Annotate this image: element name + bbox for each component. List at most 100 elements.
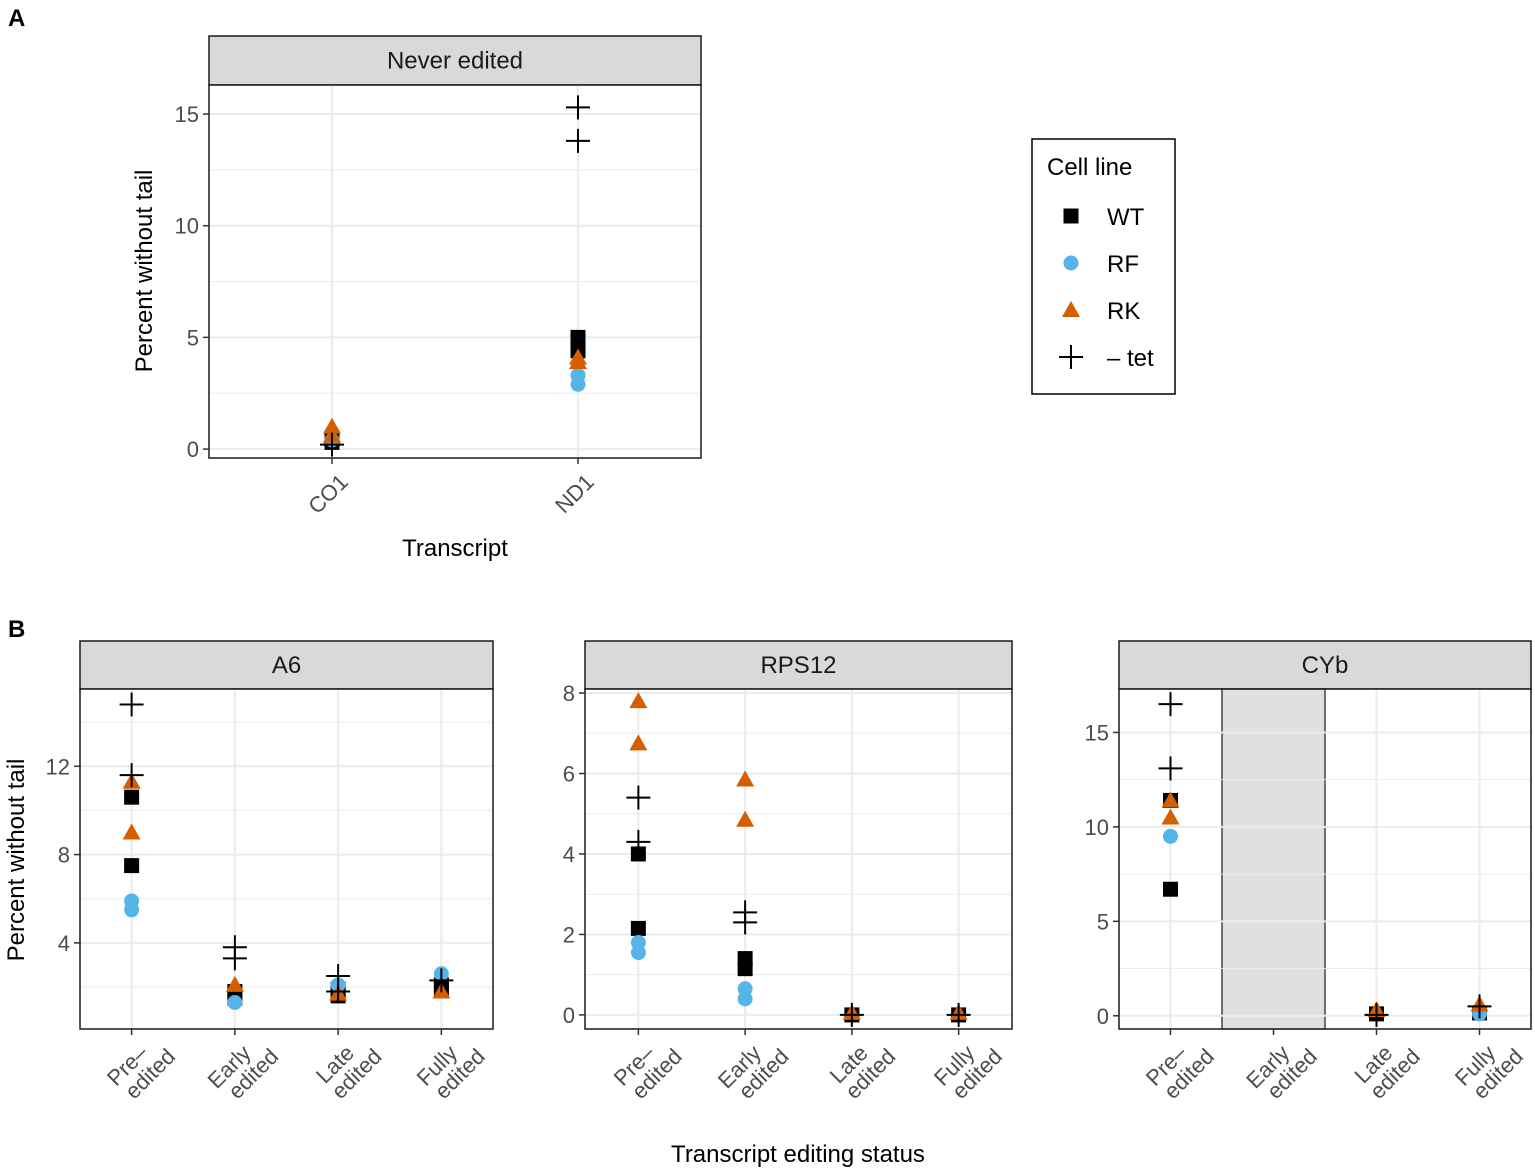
y-tick-label: 0 — [1097, 1004, 1109, 1029]
y-tick-label: 4 — [58, 931, 70, 956]
legend-label-tet: – tet — [1107, 345, 1154, 372]
x-tick-label: Fullyedited — [929, 1028, 1007, 1106]
point-rk — [736, 810, 755, 827]
point-rk — [569, 348, 587, 365]
y-tick-label: 10 — [1085, 815, 1109, 840]
panel-label-b: B — [8, 616, 25, 643]
legend: Cell line WT RF RK – tet — [1031, 138, 1176, 395]
point-rk — [1161, 808, 1180, 825]
point-tet — [626, 785, 651, 810]
facet-title: Never edited — [387, 48, 523, 75]
panel-border — [584, 688, 1013, 1030]
y-tick-label: 6 — [563, 761, 575, 786]
point-wt — [737, 961, 753, 977]
plot-area — [80, 689, 493, 1029]
point-rk — [122, 823, 141, 840]
point-tet — [326, 979, 351, 1004]
x-tick-label: Pre–edited — [609, 1028, 687, 1106]
point-wt — [124, 858, 140, 874]
x-axis-label-a: Transcript — [402, 535, 508, 562]
point-tet — [1364, 1002, 1389, 1027]
y-tick-label: 2 — [563, 922, 575, 947]
panel-label-a: A — [8, 5, 25, 32]
point-tet — [946, 1002, 971, 1027]
x-tick-label: CO1 — [303, 469, 353, 519]
point-rk — [225, 975, 244, 992]
y-tick-label: 8 — [58, 843, 70, 868]
x-tick-label: Pre–edited — [102, 1028, 180, 1106]
plot-area — [209, 85, 701, 458]
y-tick-label: 5 — [1097, 909, 1109, 934]
point-rf — [737, 991, 753, 1007]
point-rf — [124, 902, 140, 918]
x-tick-label: ND1 — [550, 469, 599, 518]
legend-key-tet — [1059, 345, 1083, 369]
point-rf — [630, 945, 646, 961]
facet-strip — [208, 35, 702, 86]
point-tet — [1158, 692, 1183, 717]
x-tick-label: Lateedited — [1349, 1028, 1425, 1104]
point-tet — [566, 95, 590, 120]
point-tet — [320, 432, 344, 457]
point-tet — [222, 946, 247, 971]
x-tick-label: Fullyedited — [1450, 1028, 1528, 1106]
x-tick-label: Lateedited — [311, 1028, 387, 1104]
x-axis-label-b: Transcript editing status — [671, 1141, 925, 1168]
panel-border — [79, 688, 494, 1030]
point-rk — [1161, 791, 1180, 808]
legend-box — [1031, 138, 1176, 395]
point-tet — [119, 692, 144, 717]
y-tick-label: 8 — [563, 681, 575, 706]
y-tick-label: 12 — [46, 754, 70, 779]
point-rk — [629, 734, 648, 751]
legend-key-wt — [1063, 208, 1079, 224]
point-tet — [626, 829, 651, 854]
point-rk — [736, 770, 755, 787]
plot-area — [585, 689, 1012, 1029]
point-rk — [629, 692, 648, 709]
y-tick-label: 4 — [563, 842, 575, 867]
legend-label-wt: WT — [1107, 204, 1145, 231]
y-tick-label: 0 — [187, 437, 199, 462]
x-tick-label: Earlyedited — [203, 1028, 284, 1109]
panel-border — [208, 84, 702, 459]
point-wt — [630, 920, 646, 936]
y-tick-label: 15 — [1085, 720, 1109, 745]
point-tet — [429, 968, 454, 993]
point-wt — [1163, 881, 1178, 897]
x-tick-label: Earlyedited — [1241, 1028, 1322, 1109]
y-tick-label: 5 — [187, 325, 199, 350]
point-wt — [124, 789, 140, 805]
chart-panel-cyb: CYb 0 5 10 15 Pre–edited Earlyedited Lateedited… — [1085, 640, 1532, 1109]
y-tick-label: 0 — [563, 1003, 575, 1028]
point-rf — [570, 367, 586, 383]
point-wt — [630, 846, 646, 862]
point-tet — [1158, 756, 1183, 781]
chart-panel-rps12: RPS12 0 2 4 6 8 Pre–edited Earlyedited Lateedite… — [563, 640, 1013, 1109]
point-tet — [839, 1002, 864, 1027]
chart-panel-a6: A6 4 8 12 Pre–edited Earlyedited Lateedited Ful… — [46, 640, 494, 1109]
facet-strip — [79, 640, 494, 690]
point-rk — [323, 417, 341, 434]
facet-title: A6 — [272, 652, 301, 679]
legend-title: Cell line — [1047, 154, 1132, 181]
y-tick-label: 15 — [175, 102, 199, 127]
facet-title: RPS12 — [760, 652, 836, 679]
point-rf — [227, 995, 243, 1011]
x-tick-label: Lateedited — [825, 1028, 901, 1104]
y-tick-label: 10 — [175, 214, 199, 239]
panel-border — [1118, 688, 1532, 1030]
legend-label-rk: RK — [1107, 298, 1140, 325]
x-tick-label: Earlyedited — [713, 1028, 794, 1109]
legend-label-rf: RF — [1107, 251, 1139, 278]
legend-key-rk — [1062, 301, 1080, 317]
point-wt — [570, 329, 586, 345]
x-tick-label: Fullyedited — [412, 1028, 490, 1106]
missing-category-band — [1221, 688, 1326, 1030]
x-tick-label: Pre–edited — [1141, 1028, 1219, 1106]
chart-panel-never-edited: Never edited 0 5 10 15 CO1 ND1 — [175, 35, 702, 519]
point-tet — [566, 128, 590, 153]
y-axis-label-a: Percent without tail — [131, 170, 158, 373]
facet-strip — [584, 640, 1013, 690]
